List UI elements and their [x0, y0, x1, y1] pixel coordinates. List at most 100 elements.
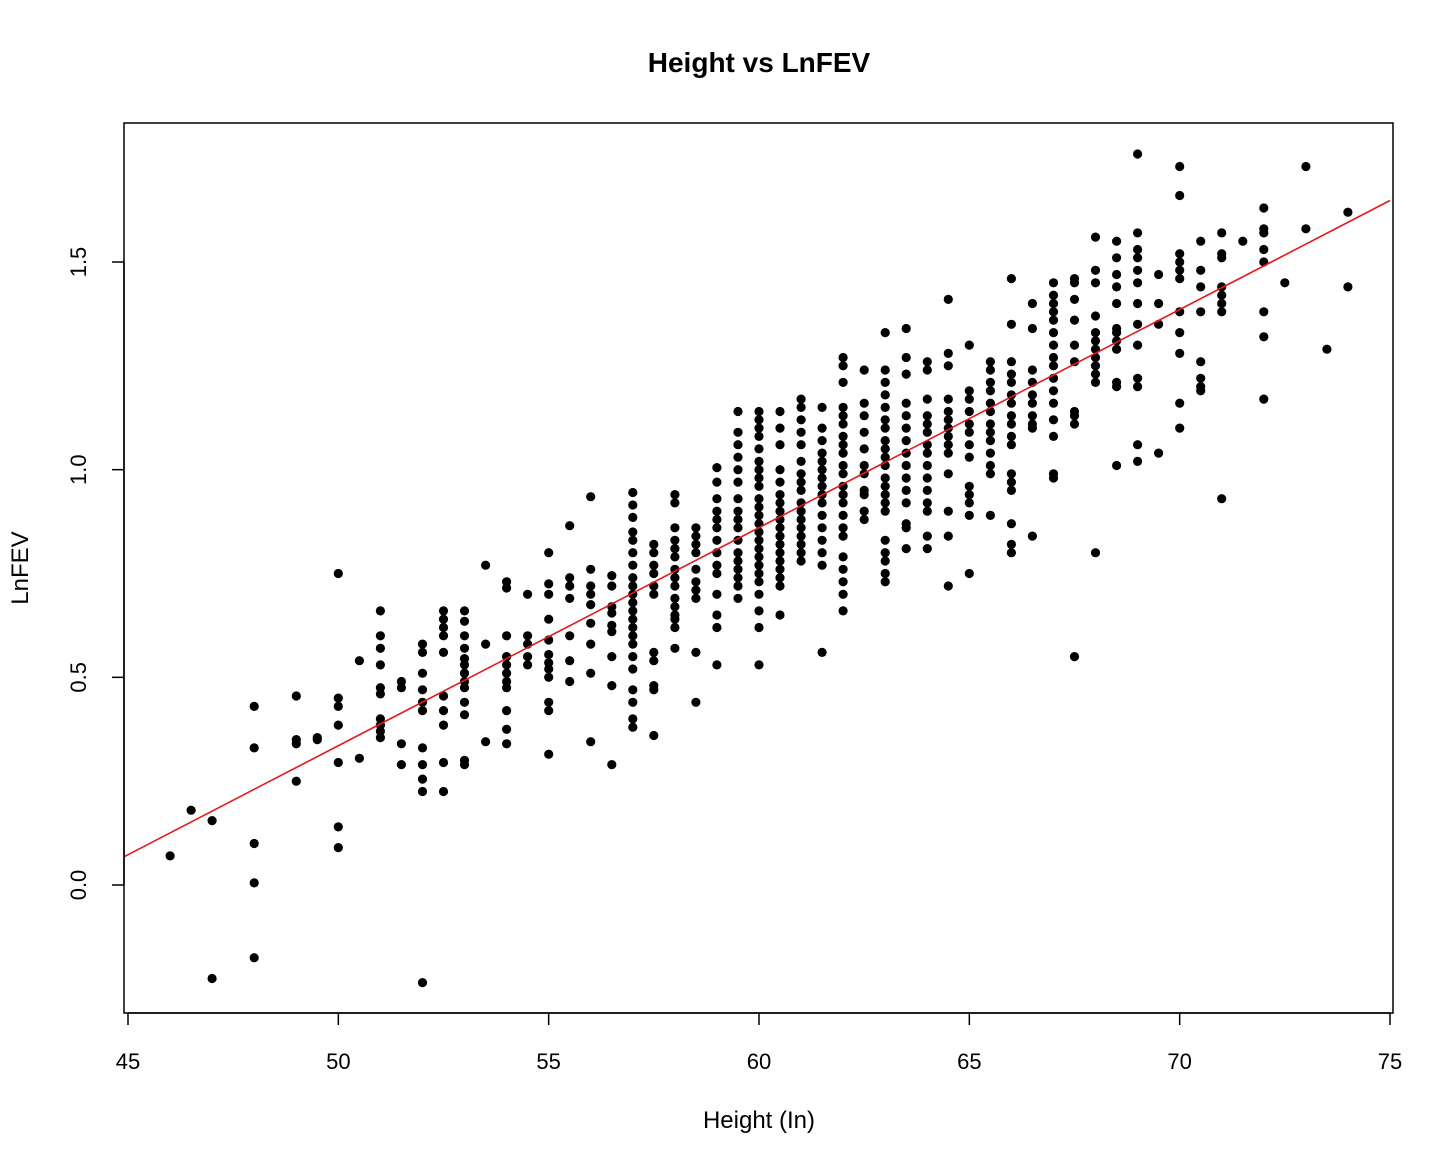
data-point: [985, 448, 996, 458]
data-point: [1069, 357, 1080, 367]
data-point: [880, 390, 890, 400]
regression-line-group: [124, 199, 1391, 858]
data-point: [775, 406, 785, 417]
data-point: [775, 465, 785, 475]
data-point: [628, 652, 638, 662]
data-point: [922, 427, 932, 437]
data-point: [1048, 290, 1059, 300]
data-point: [670, 643, 680, 653]
data-point: [628, 622, 638, 633]
data-point: [796, 506, 806, 516]
data-point: [565, 631, 575, 641]
data-point: [838, 564, 848, 574]
data-point: [1069, 278, 1080, 288]
data-point: [943, 506, 953, 516]
data-point: [544, 589, 554, 599]
data-point: [859, 427, 869, 437]
data-point: [1069, 315, 1080, 325]
data-point: [1133, 244, 1143, 255]
data-point: [1027, 323, 1037, 334]
data-point: [1006, 369, 1017, 379]
data-point: [670, 490, 680, 500]
data-point: [544, 664, 554, 674]
data-point: [1048, 386, 1059, 396]
data-point: [670, 581, 680, 591]
data-point: [1112, 236, 1122, 246]
data-point: [628, 527, 638, 537]
data-point: [586, 668, 596, 678]
data-point: [859, 506, 869, 516]
data-point: [481, 639, 491, 649]
data-point: [1069, 340, 1080, 350]
data-point: [1048, 328, 1059, 338]
data-point: [985, 386, 996, 396]
data-point: [1133, 340, 1143, 350]
data-point: [754, 622, 764, 633]
y-tick-label: 1.5: [66, 247, 91, 278]
data-point: [396, 683, 406, 693]
data-point: [1133, 382, 1143, 392]
data-point: [775, 610, 785, 620]
data-point: [1048, 431, 1059, 441]
data-point: [1154, 269, 1164, 280]
data-point: [712, 506, 722, 516]
data-point: [375, 606, 385, 616]
data-point: [1196, 373, 1206, 383]
data-point: [880, 444, 890, 454]
data-point: [544, 649, 554, 660]
data-point: [1196, 357, 1206, 367]
data-point: [901, 544, 911, 554]
data-point: [733, 593, 743, 604]
data-point: [1069, 294, 1080, 304]
data-point: [817, 535, 827, 545]
data-point: [1048, 298, 1059, 309]
data-point: [985, 377, 996, 387]
data-point: [817, 548, 827, 558]
data-point: [754, 494, 764, 504]
data-point: [964, 498, 974, 508]
data-point: [417, 706, 428, 716]
data-point: [1196, 236, 1206, 246]
data-point: [459, 616, 470, 626]
data-point: [607, 608, 617, 618]
data-point: [880, 415, 890, 425]
data-point: [1196, 386, 1206, 396]
data-point: [649, 656, 659, 666]
data-point: [880, 506, 890, 516]
data-point: [796, 456, 806, 466]
x-tick-label: 70: [1167, 1049, 1191, 1074]
data-point: [712, 610, 722, 620]
data-point: [1112, 382, 1122, 392]
data-point: [1112, 253, 1122, 263]
data-point: [459, 654, 470, 664]
data-point: [1217, 290, 1227, 300]
data-point: [1175, 265, 1185, 275]
x-axis: 45 50 55 60 65 70 75: [116, 1012, 1402, 1074]
data-point: [544, 749, 554, 759]
data-point: [586, 737, 596, 747]
data-point: [922, 411, 932, 421]
data-point: [922, 531, 932, 541]
data-point: [796, 514, 806, 525]
data-point: [733, 506, 743, 516]
data-point: [1196, 307, 1206, 317]
data-point: [312, 735, 322, 745]
data-point: [838, 552, 848, 562]
data-point: [838, 498, 848, 508]
data-point: [607, 581, 617, 591]
data-point: [375, 643, 385, 653]
data-point: [1006, 485, 1017, 495]
data-point: [670, 602, 680, 612]
data-point: [1112, 282, 1122, 292]
regression-line: [124, 199, 1391, 858]
data-point: [838, 531, 848, 541]
data-point: [607, 652, 617, 662]
data-point: [1006, 431, 1017, 441]
data-point: [1006, 274, 1017, 284]
data-point: [838, 460, 848, 471]
data-point: [964, 386, 974, 396]
data-point: [249, 701, 259, 712]
data-point: [1133, 298, 1143, 309]
data-point: [1175, 190, 1185, 201]
data-point: [1133, 265, 1143, 275]
